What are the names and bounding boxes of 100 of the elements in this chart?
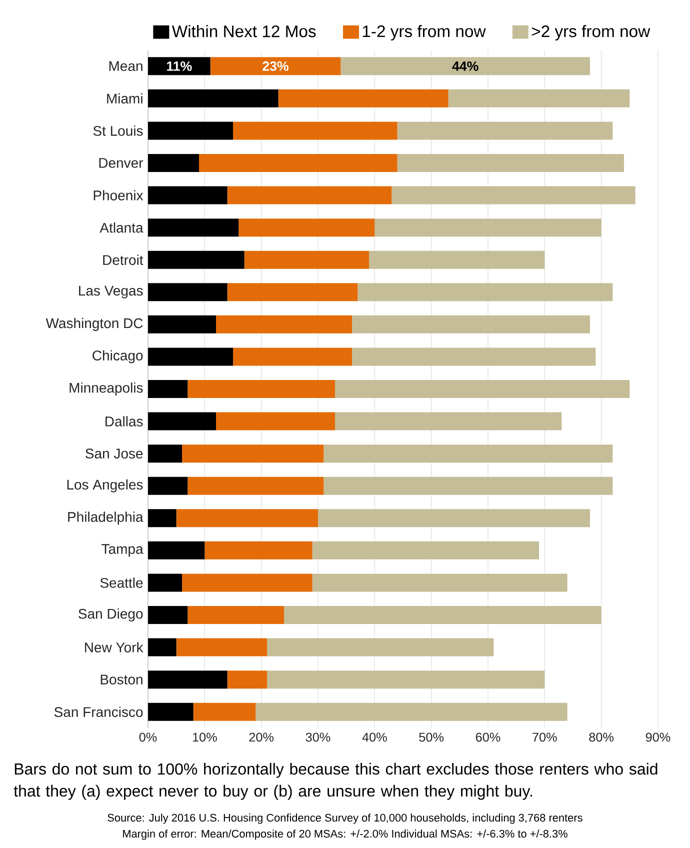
bar xyxy=(238,218,375,237)
x-tick-label: 0% xyxy=(139,732,157,742)
bar xyxy=(312,574,568,592)
data-label: 44% xyxy=(452,61,478,71)
bar xyxy=(227,670,267,689)
bar xyxy=(148,574,182,592)
bar xyxy=(148,670,228,689)
y-tick-label: New York xyxy=(85,642,144,652)
bar xyxy=(352,348,596,366)
bar xyxy=(148,315,216,334)
y-tick-label: Detroit xyxy=(103,254,144,266)
data-label: 23% xyxy=(262,61,288,71)
y-tick-label: Tampa xyxy=(102,544,144,557)
bar xyxy=(148,412,216,430)
y-tick-label: Mean xyxy=(109,61,142,72)
legend-label: Within Next 12 Mos xyxy=(172,24,316,38)
y-tick-label: Dallas xyxy=(106,416,143,426)
bar xyxy=(340,57,590,76)
y-tick-label: San Jose xyxy=(86,448,143,459)
bar xyxy=(216,315,352,334)
bar xyxy=(284,606,602,624)
y-tick-label: Las Vegas xyxy=(79,286,143,298)
bar xyxy=(148,380,188,398)
bar xyxy=(324,476,613,495)
bar xyxy=(216,412,335,430)
bar xyxy=(188,380,335,398)
bar xyxy=(182,444,324,463)
y-tick-label: Phoenix xyxy=(94,190,144,200)
bar xyxy=(318,509,590,528)
bar xyxy=(244,250,369,269)
bar xyxy=(266,670,545,689)
bar xyxy=(148,250,244,269)
bar xyxy=(148,122,233,140)
bar xyxy=(148,89,278,108)
bar xyxy=(148,186,228,204)
bar xyxy=(148,509,176,528)
y-tick-label: Philadelphia xyxy=(68,512,144,525)
bar xyxy=(227,283,358,302)
bar xyxy=(358,283,613,302)
bar xyxy=(312,541,539,560)
bar xyxy=(148,541,205,560)
bar xyxy=(148,702,194,721)
bar xyxy=(148,154,199,172)
bar xyxy=(204,541,312,560)
bar xyxy=(188,476,324,495)
bar xyxy=(148,476,188,495)
bar xyxy=(148,444,182,463)
legend-label: 1-2 yrs from now xyxy=(362,24,486,41)
bar xyxy=(374,218,602,237)
y-tick-label: San Diego xyxy=(78,608,143,622)
y-tick-label: Chicago xyxy=(92,350,143,364)
x-tick-label: 50% xyxy=(419,732,444,742)
bar xyxy=(210,57,341,76)
bar xyxy=(334,380,630,398)
bar xyxy=(233,348,352,366)
bar xyxy=(392,186,636,204)
y-tick-label: Miami xyxy=(107,93,142,104)
x-tick-label: 80% xyxy=(589,732,614,742)
y-tick-label: Washington DC xyxy=(46,318,143,331)
x-tick-label: 90% xyxy=(646,732,670,742)
bar xyxy=(176,638,267,656)
bar xyxy=(334,412,562,430)
bar xyxy=(176,509,318,528)
x-tick-label: 70% xyxy=(532,732,557,742)
y-tick-label: Boston xyxy=(100,674,142,684)
data-label: 11% xyxy=(167,61,192,71)
y-tick-label: Atlanta xyxy=(100,222,144,233)
bar xyxy=(148,283,228,302)
bar xyxy=(182,574,312,592)
y-tick-label: St Louis xyxy=(93,126,143,136)
bar xyxy=(148,57,210,76)
bar xyxy=(148,606,188,624)
y-tick-label: Denver xyxy=(99,158,144,168)
bar xyxy=(448,89,630,108)
bar xyxy=(188,606,284,624)
bar xyxy=(198,154,398,172)
bar xyxy=(227,186,392,204)
text: Bars do not sum to 100% horizontally because this chart excludes those renters who said that they (a) expect never to buy or (b) are unsure when they might buy. xyxy=(14,762,658,800)
bar xyxy=(352,315,590,334)
bar xyxy=(148,218,239,237)
y-tick-label: Los Angeles xyxy=(67,479,143,492)
x-tick-label: 10% xyxy=(192,732,217,742)
y-tick-label: San Francisco xyxy=(54,706,143,718)
bar xyxy=(148,348,233,366)
bar xyxy=(397,122,613,140)
source-note: Source: July 2016 U.S. Housing Confidence Survey of 10,000 households, including 3,768 renters xyxy=(108,814,582,824)
y-tick-label: Minneapolis xyxy=(70,382,143,396)
bar xyxy=(233,122,398,140)
text: Margin of error: Mean/Composite of 20 MSAs: +/-2.0% Individual MSAs: +/-6.3% to +/-8.3% xyxy=(123,830,568,840)
bar xyxy=(266,638,494,656)
y-tick-label: Seattle xyxy=(100,578,143,588)
x-tick-label: 60% xyxy=(476,732,500,742)
x-tick-label: 20% xyxy=(249,732,274,742)
x-tick-label: 30% xyxy=(306,732,330,742)
bar xyxy=(324,444,613,463)
legend-label: >2 yrs from now xyxy=(532,24,650,41)
bar xyxy=(368,250,545,269)
bar xyxy=(148,638,176,656)
bar xyxy=(397,154,624,172)
bar xyxy=(278,89,448,108)
